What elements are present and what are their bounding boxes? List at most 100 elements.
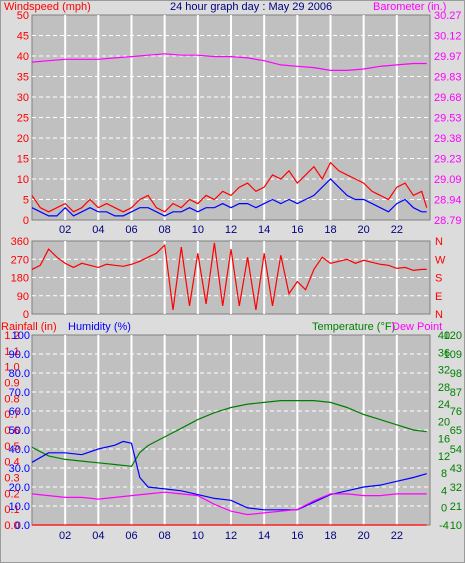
windspeed-tick-label: 20 bbox=[17, 133, 29, 145]
x-tick-label: 10 bbox=[192, 530, 204, 542]
x-tick-label: 22 bbox=[391, 530, 403, 542]
x-tick-label: 10 bbox=[192, 224, 204, 236]
x-tick-label: 04 bbox=[92, 530, 104, 542]
direction-tick-label: 90 bbox=[17, 291, 29, 303]
barometer-tick-label: 29.53 bbox=[434, 113, 462, 125]
x-tick-label: 12 bbox=[225, 224, 237, 236]
barometer-tick-label: 29.23 bbox=[434, 154, 462, 166]
direction-tick-label: 0 bbox=[23, 309, 29, 321]
direction-tick-label: 270 bbox=[11, 254, 29, 266]
barometer-tick-label: 28.79 bbox=[434, 215, 462, 227]
barometer-line bbox=[31, 53, 427, 72]
x-tick-label: 22 bbox=[391, 224, 403, 236]
barometer-tick-label: 30.27 bbox=[434, 10, 462, 22]
x-tick-label: 06 bbox=[125, 224, 137, 236]
fahrenheit-tick-label: 87 bbox=[450, 387, 462, 399]
fahrenheit-tick-label: 43 bbox=[450, 463, 462, 475]
gust-line bbox=[31, 178, 427, 217]
rainfall-tick-label: 0.9 bbox=[4, 378, 19, 390]
direction-tick-label: 180 bbox=[11, 273, 29, 285]
x-tick-label: 16 bbox=[291, 224, 303, 236]
humidity-tick-label: 50.0 bbox=[9, 425, 30, 437]
wind-direction-line bbox=[31, 242, 427, 310]
direction-tick-label: 360 bbox=[11, 236, 29, 248]
humidity-tick-label: 90.0 bbox=[9, 349, 30, 361]
compass-label: N bbox=[435, 236, 443, 248]
x-tick-label: 06 bbox=[125, 530, 137, 542]
fahrenheit-tick-label: 109 bbox=[444, 349, 462, 361]
fahrenheit-tick-label: 32 bbox=[450, 482, 462, 494]
x-tick-label: 20 bbox=[358, 530, 370, 542]
barometer-tick-label: 29.83 bbox=[434, 72, 462, 84]
rainfall-tick-label: 0.4 bbox=[4, 457, 19, 469]
compass-label: N bbox=[435, 309, 443, 321]
x-tick-label: 08 bbox=[159, 224, 171, 236]
fahrenheit-tick-label: 21 bbox=[450, 501, 462, 513]
fahrenheit-tick-label: 120 bbox=[444, 330, 462, 342]
dew-point-line bbox=[31, 491, 427, 516]
windspeed-tick-label: 5 bbox=[23, 195, 29, 207]
fahrenheit-tick-label: 54 bbox=[450, 444, 462, 456]
rainfall-tick-label: 1.1 bbox=[4, 346, 19, 358]
humidity-tick-label: 10.0 bbox=[9, 501, 30, 513]
windspeed-line bbox=[31, 161, 428, 213]
rainfall-tick-label: 0.0 bbox=[4, 520, 19, 532]
celsius-tick-label: 0 bbox=[441, 503, 447, 515]
windspeed-tick-label: 15 bbox=[17, 154, 29, 166]
windspeed-tick-label: 50 bbox=[17, 10, 29, 22]
barometer-tick-label: 29.68 bbox=[434, 92, 462, 104]
barometer-tick-label: 28.94 bbox=[434, 195, 462, 207]
compass-label: W bbox=[435, 254, 446, 266]
x-tick-label: 16 bbox=[291, 530, 303, 542]
windspeed-tick-label: 40 bbox=[17, 51, 29, 63]
humidity-tick-label: 30.0 bbox=[9, 463, 30, 475]
barometer-axis-title: Barometer (in.) bbox=[373, 1, 446, 13]
windspeed-axis-title: Windspeed (mph) bbox=[4, 1, 91, 13]
fahrenheit-tick-label: 65 bbox=[450, 425, 462, 437]
x-tick-label: 12 bbox=[225, 530, 237, 542]
rainfall-tick-label: 1.0 bbox=[4, 362, 19, 374]
direction-panel-series bbox=[31, 242, 427, 310]
windspeed-tick-label: 0 bbox=[23, 215, 29, 227]
barometer-tick-label: 30.12 bbox=[434, 31, 462, 43]
humidity-tick-label: 70.0 bbox=[9, 387, 30, 399]
celsius-tick-label: 20 bbox=[438, 416, 450, 428]
celsius-tick-label: 36 bbox=[438, 347, 450, 359]
rainfall-tick-label: 0.3 bbox=[4, 473, 19, 485]
x-tick-label: 02 bbox=[59, 530, 71, 542]
celsius-tick-label: 28 bbox=[438, 382, 450, 394]
x-tick-label: 14 bbox=[258, 530, 270, 542]
barometer-tick-label: 29.38 bbox=[434, 133, 462, 145]
rainfall-tick-label: 0.6 bbox=[4, 425, 19, 437]
celsius-tick-label: 4 bbox=[441, 485, 447, 497]
x-tick-label: 08 bbox=[159, 530, 171, 542]
rainfall-tick-label: 0.8 bbox=[4, 393, 19, 405]
celsius-tick-label: 12 bbox=[438, 451, 450, 463]
humidity-tick-label: 80.0 bbox=[9, 368, 30, 380]
humidity-tick-label: 40.0 bbox=[9, 444, 30, 456]
windspeed-tick-label: 30 bbox=[17, 92, 29, 104]
dew-point-axis-title: Dew Point bbox=[392, 321, 442, 333]
chart-title: 24 hour graph day : May 29 2006 bbox=[170, 1, 332, 13]
x-tick-label: 04 bbox=[92, 224, 104, 236]
barometer-tick-label: 29.09 bbox=[434, 174, 462, 186]
humidity-tick-label: 20.0 bbox=[9, 482, 30, 494]
temperature-x-ticks: 02 04 06 08 10 12 14 16 18 20 22 bbox=[59, 530, 403, 542]
fahrenheit-tick-label: 10 bbox=[450, 520, 462, 532]
compass-label: S bbox=[435, 273, 442, 285]
humidity-line bbox=[31, 440, 427, 511]
x-tick-label: 14 bbox=[258, 224, 270, 236]
celsius-tick-label: -4 bbox=[439, 520, 449, 532]
rainfall-tick-label: 0.1 bbox=[4, 504, 19, 516]
humidity-tick-label: 100 bbox=[12, 330, 30, 342]
x-tick-label: 20 bbox=[358, 224, 370, 236]
x-tick-label: 02 bbox=[59, 224, 71, 236]
x-tick-label: 18 bbox=[324, 530, 336, 542]
fahrenheit-tick-label: 98 bbox=[450, 368, 462, 380]
humidity-tick-label: 60.0 bbox=[9, 406, 30, 418]
rainfall-tick-label: 0.2 bbox=[4, 488, 19, 500]
windspeed-tick-label: 35 bbox=[17, 72, 29, 84]
wind-panel-series bbox=[31, 53, 428, 217]
celsius-tick-label: 8 bbox=[441, 468, 447, 480]
